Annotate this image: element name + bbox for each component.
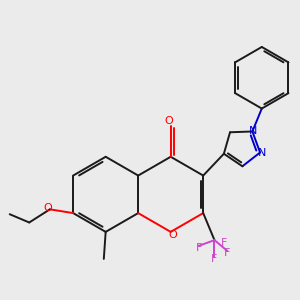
Text: F: F bbox=[224, 248, 231, 258]
Text: O: O bbox=[165, 116, 173, 126]
Text: F: F bbox=[221, 238, 228, 248]
Text: O: O bbox=[44, 203, 52, 213]
Text: F: F bbox=[211, 254, 218, 264]
Text: F: F bbox=[195, 243, 202, 253]
Text: N: N bbox=[249, 126, 257, 136]
Text: N: N bbox=[258, 148, 266, 158]
Text: O: O bbox=[168, 230, 177, 240]
